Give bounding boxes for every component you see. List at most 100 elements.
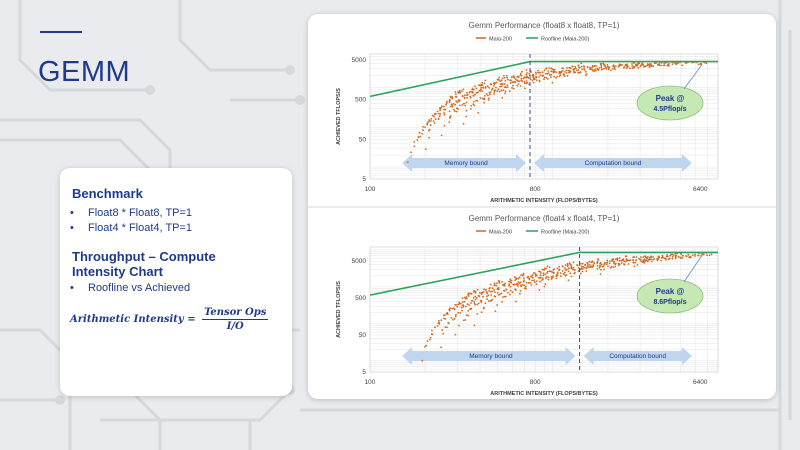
- data-point: [511, 291, 514, 294]
- data-point: [444, 326, 447, 328]
- data-point: [489, 91, 492, 94]
- formula-fraction: Tensor Ops I/O: [202, 307, 269, 332]
- data-point: [583, 67, 585, 70]
- data-point: [493, 82, 496, 85]
- legend-label-roofline: Roofline (Maia-200): [541, 37, 589, 43]
- data-point: [533, 281, 536, 284]
- data-point: [583, 266, 586, 269]
- data-point: [646, 260, 649, 263]
- benchmark-item-1-text: Float8 * Float8, TP=1: [88, 207, 193, 219]
- data-point: [458, 301, 461, 304]
- data-point: [618, 260, 621, 262]
- data-point: [413, 145, 416, 148]
- data-point: [452, 318, 454, 321]
- data-point: [457, 108, 459, 110]
- data-point: [606, 261, 609, 264]
- data-point: [446, 100, 448, 103]
- data-point: [493, 85, 495, 87]
- data-point: [605, 263, 608, 266]
- data-point: [455, 93, 457, 95]
- data-point: [551, 81, 554, 84]
- data-point: [548, 74, 551, 76]
- data-point: [604, 64, 606, 66]
- data-point: [476, 288, 479, 291]
- data-point: [648, 256, 651, 259]
- data-point: [531, 274, 534, 276]
- y-tick-label: 50: [359, 136, 367, 143]
- data-point: [567, 279, 570, 282]
- data-point: [431, 114, 434, 117]
- data-point: [514, 279, 516, 282]
- data-point: [558, 268, 561, 271]
- x-tick-label: 100: [365, 186, 376, 193]
- data-point: [552, 275, 554, 277]
- data-point: [466, 97, 468, 99]
- data-point: [440, 134, 443, 137]
- data-point: [456, 101, 459, 104]
- data-point: [499, 85, 501, 88]
- data-point: [519, 72, 522, 75]
- data-point: [550, 76, 552, 78]
- x-axis-label: ARITHMETIC INTENSITY (FLOPS/BYTES): [490, 391, 598, 397]
- data-point: [508, 283, 511, 286]
- data-point: [426, 340, 429, 342]
- data-point: [485, 288, 487, 291]
- data-point: [568, 69, 570, 72]
- data-point: [494, 291, 496, 293]
- data-point: [474, 295, 477, 298]
- data-point: [613, 262, 615, 265]
- data-point: [606, 64, 609, 66]
- data-point: [666, 64, 669, 67]
- data-point: [571, 65, 574, 68]
- data-point: [585, 270, 588, 272]
- data-point: [529, 78, 532, 81]
- data-point: [577, 69, 580, 71]
- data-point: [534, 71, 537, 74]
- data-point: [614, 265, 617, 268]
- data-point: [525, 82, 528, 85]
- data-point: [494, 310, 497, 312]
- data-point: [614, 263, 617, 266]
- data-point: [564, 269, 567, 271]
- data-point: [510, 281, 513, 284]
- data-point: [430, 117, 433, 120]
- data-point: [473, 104, 476, 107]
- data-point: [702, 253, 705, 255]
- data-point: [465, 101, 468, 104]
- data-point: [681, 257, 684, 259]
- data-point: [489, 93, 491, 96]
- data-point: [517, 76, 519, 78]
- data-point: [520, 77, 523, 80]
- data-point: [573, 71, 575, 74]
- data-point: [488, 86, 491, 89]
- data-point: [496, 78, 499, 81]
- data-point: [577, 267, 580, 269]
- data-point: [516, 84, 519, 87]
- data-point: [558, 75, 561, 77]
- data-point: [523, 80, 526, 83]
- data-point: [648, 64, 651, 67]
- data-point: [543, 76, 546, 79]
- data-point: [611, 258, 613, 261]
- data-point: [556, 267, 559, 270]
- data-point: [544, 267, 546, 270]
- data-point: [419, 135, 421, 138]
- data-point: [453, 308, 456, 311]
- data-point: [622, 67, 625, 69]
- data-point: [650, 256, 652, 259]
- data-point: [592, 265, 595, 268]
- x-tick-label: 800: [530, 379, 541, 386]
- data-point: [528, 278, 531, 281]
- data-point: [569, 272, 572, 275]
- data-point: [429, 124, 432, 127]
- data-point: [606, 259, 609, 262]
- data-point: [597, 69, 600, 72]
- data-point: [501, 77, 504, 80]
- data-point: [499, 293, 501, 295]
- data-point: [543, 78, 545, 81]
- data-point: [544, 283, 547, 285]
- data-point: [504, 80, 507, 82]
- data-point: [518, 80, 521, 83]
- data-point: [486, 292, 489, 295]
- data-point: [546, 270, 549, 273]
